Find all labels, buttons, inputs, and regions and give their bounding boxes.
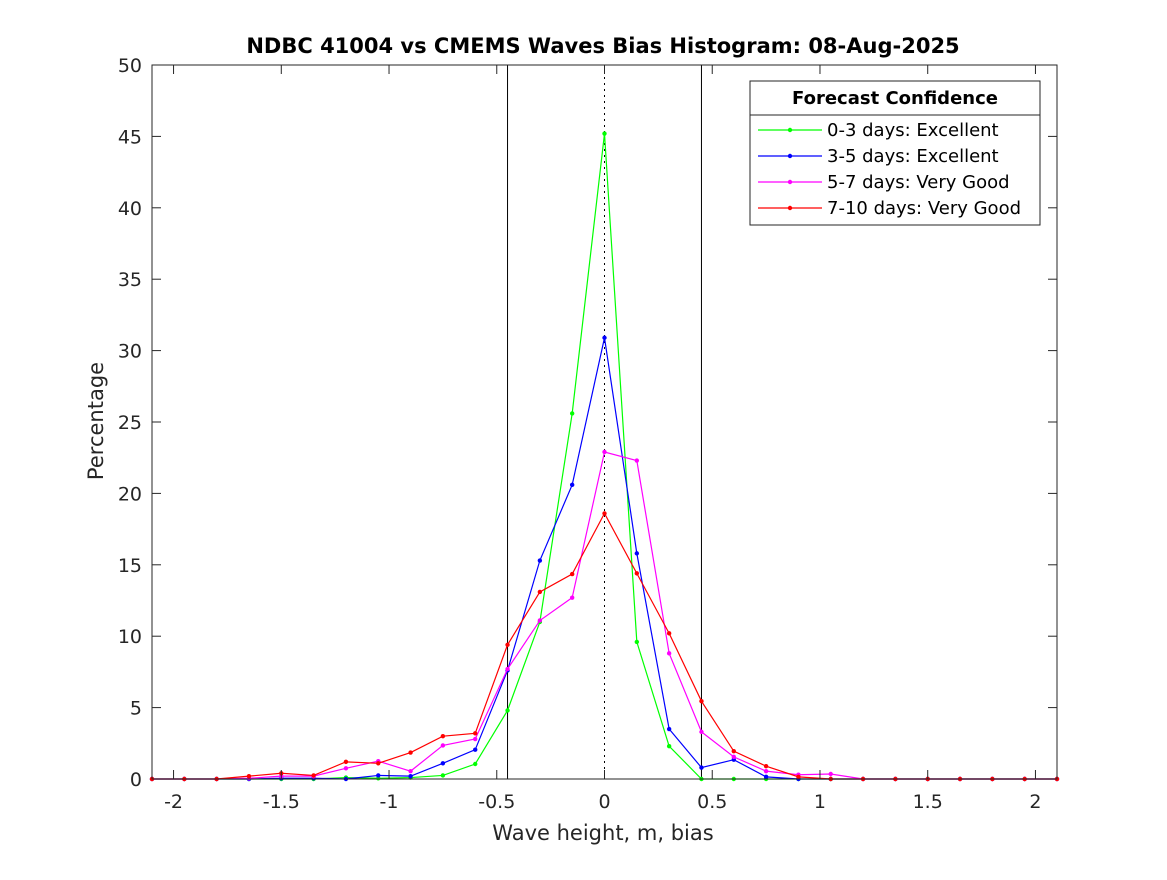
legend: Forecast Confidence 0-3 days: Excellent 3-… [749,80,1041,226]
legend-title: Forecast Confidence [792,88,998,109]
legend-marker [787,179,793,185]
y-tick-label: 20 [118,483,142,505]
data-point [634,551,640,556]
legend-marker [787,205,793,211]
data-point [666,651,672,656]
legend-box [749,80,1041,226]
data-point [763,763,769,769]
legend-label: 5-7 days: Very Good [827,172,1010,193]
data-point [602,511,607,516]
data-point [473,736,478,742]
data-point [602,335,607,340]
y-tick-label: 15 [118,555,142,577]
data-point [505,708,510,713]
data-point [666,726,672,732]
x-axis-label: Wave height, m, bias [492,821,713,845]
data-point [699,729,704,735]
data-point [634,639,640,645]
data-point [537,558,543,563]
data-point [376,761,381,766]
data-point [569,482,575,488]
legend-label: 7-10 days: Very Good [827,198,1021,219]
y-axis: 0 5 10 15 20 25 30 35 40 45 50 [118,55,1057,791]
y-tick-label: 5 [130,698,142,720]
data-point [440,773,446,778]
legend-marker [787,127,793,133]
data-point [602,131,607,136]
data-point [376,773,381,778]
data-point [473,747,478,752]
y-tick-label: 50 [118,55,142,77]
data-point [569,571,575,577]
data-point [343,759,349,765]
data-point [634,571,640,576]
y-tick-label: 40 [118,198,142,220]
legend-item: 0-3 days: Excellent [758,120,999,141]
data-point [763,774,769,780]
y-tick-label: 30 [118,341,142,363]
data-point [634,458,640,463]
x-tick-label: 2 [1029,791,1041,813]
x-tick-label: 0 [598,791,610,813]
legend-marker [787,153,793,159]
data-point [828,771,833,777]
data-point [666,743,672,749]
data-point [763,768,769,774]
y-tick-label: 10 [118,626,142,648]
data-point [440,761,446,766]
x-tick-label: 1 [814,791,826,813]
data-point [343,766,349,771]
data-point [569,595,575,600]
data-point [440,733,446,739]
data-point [440,743,446,748]
data-point [699,765,704,770]
data-point [569,411,575,416]
x-tick-label: -1 [380,791,399,813]
data-point [731,748,736,754]
data-point [537,618,543,623]
legend-item: 7-10 days: Very Good [758,198,1021,219]
data-point [731,754,736,760]
chart-title: NDBC 41004 vs CMEMS Waves Bias Histogram… [246,34,959,58]
x-axis: -2 -1.5 -1 -0.5 0 0.5 1 1.5 2 [164,65,1041,813]
data-point [473,731,478,736]
reference-lines [507,65,702,779]
y-tick-label: 35 [118,269,142,291]
y-axis-label: Percentage [84,362,108,480]
y-tick-label: 45 [118,126,142,148]
data-point [408,768,413,774]
legend-item: 3-5 days: Excellent [758,146,999,167]
legend-label: 0-3 days: Excellent [827,120,999,141]
data-point [666,631,672,636]
data-point [699,698,704,704]
legend-label: 3-5 days: Excellent [827,146,999,167]
x-tick-label: -1.5 [263,791,300,813]
data-point [408,773,413,779]
data-point [473,761,478,767]
x-tick-label: -0.5 [478,791,515,813]
x-tick-label: 1.5 [913,791,943,813]
data-point [311,773,316,778]
data-point [505,642,510,647]
x-tick-label: 0.5 [697,791,727,813]
data-point [246,773,252,779]
data-point [796,774,801,780]
legend-item: 5-7 days: Very Good [758,172,1010,193]
data-point [505,666,510,672]
data-point [602,449,607,455]
data-point [408,750,413,755]
x-tick-label: -2 [164,791,183,813]
data-point [537,589,543,595]
y-tick-label: 25 [118,412,142,434]
y-tick-label: 0 [130,769,142,791]
